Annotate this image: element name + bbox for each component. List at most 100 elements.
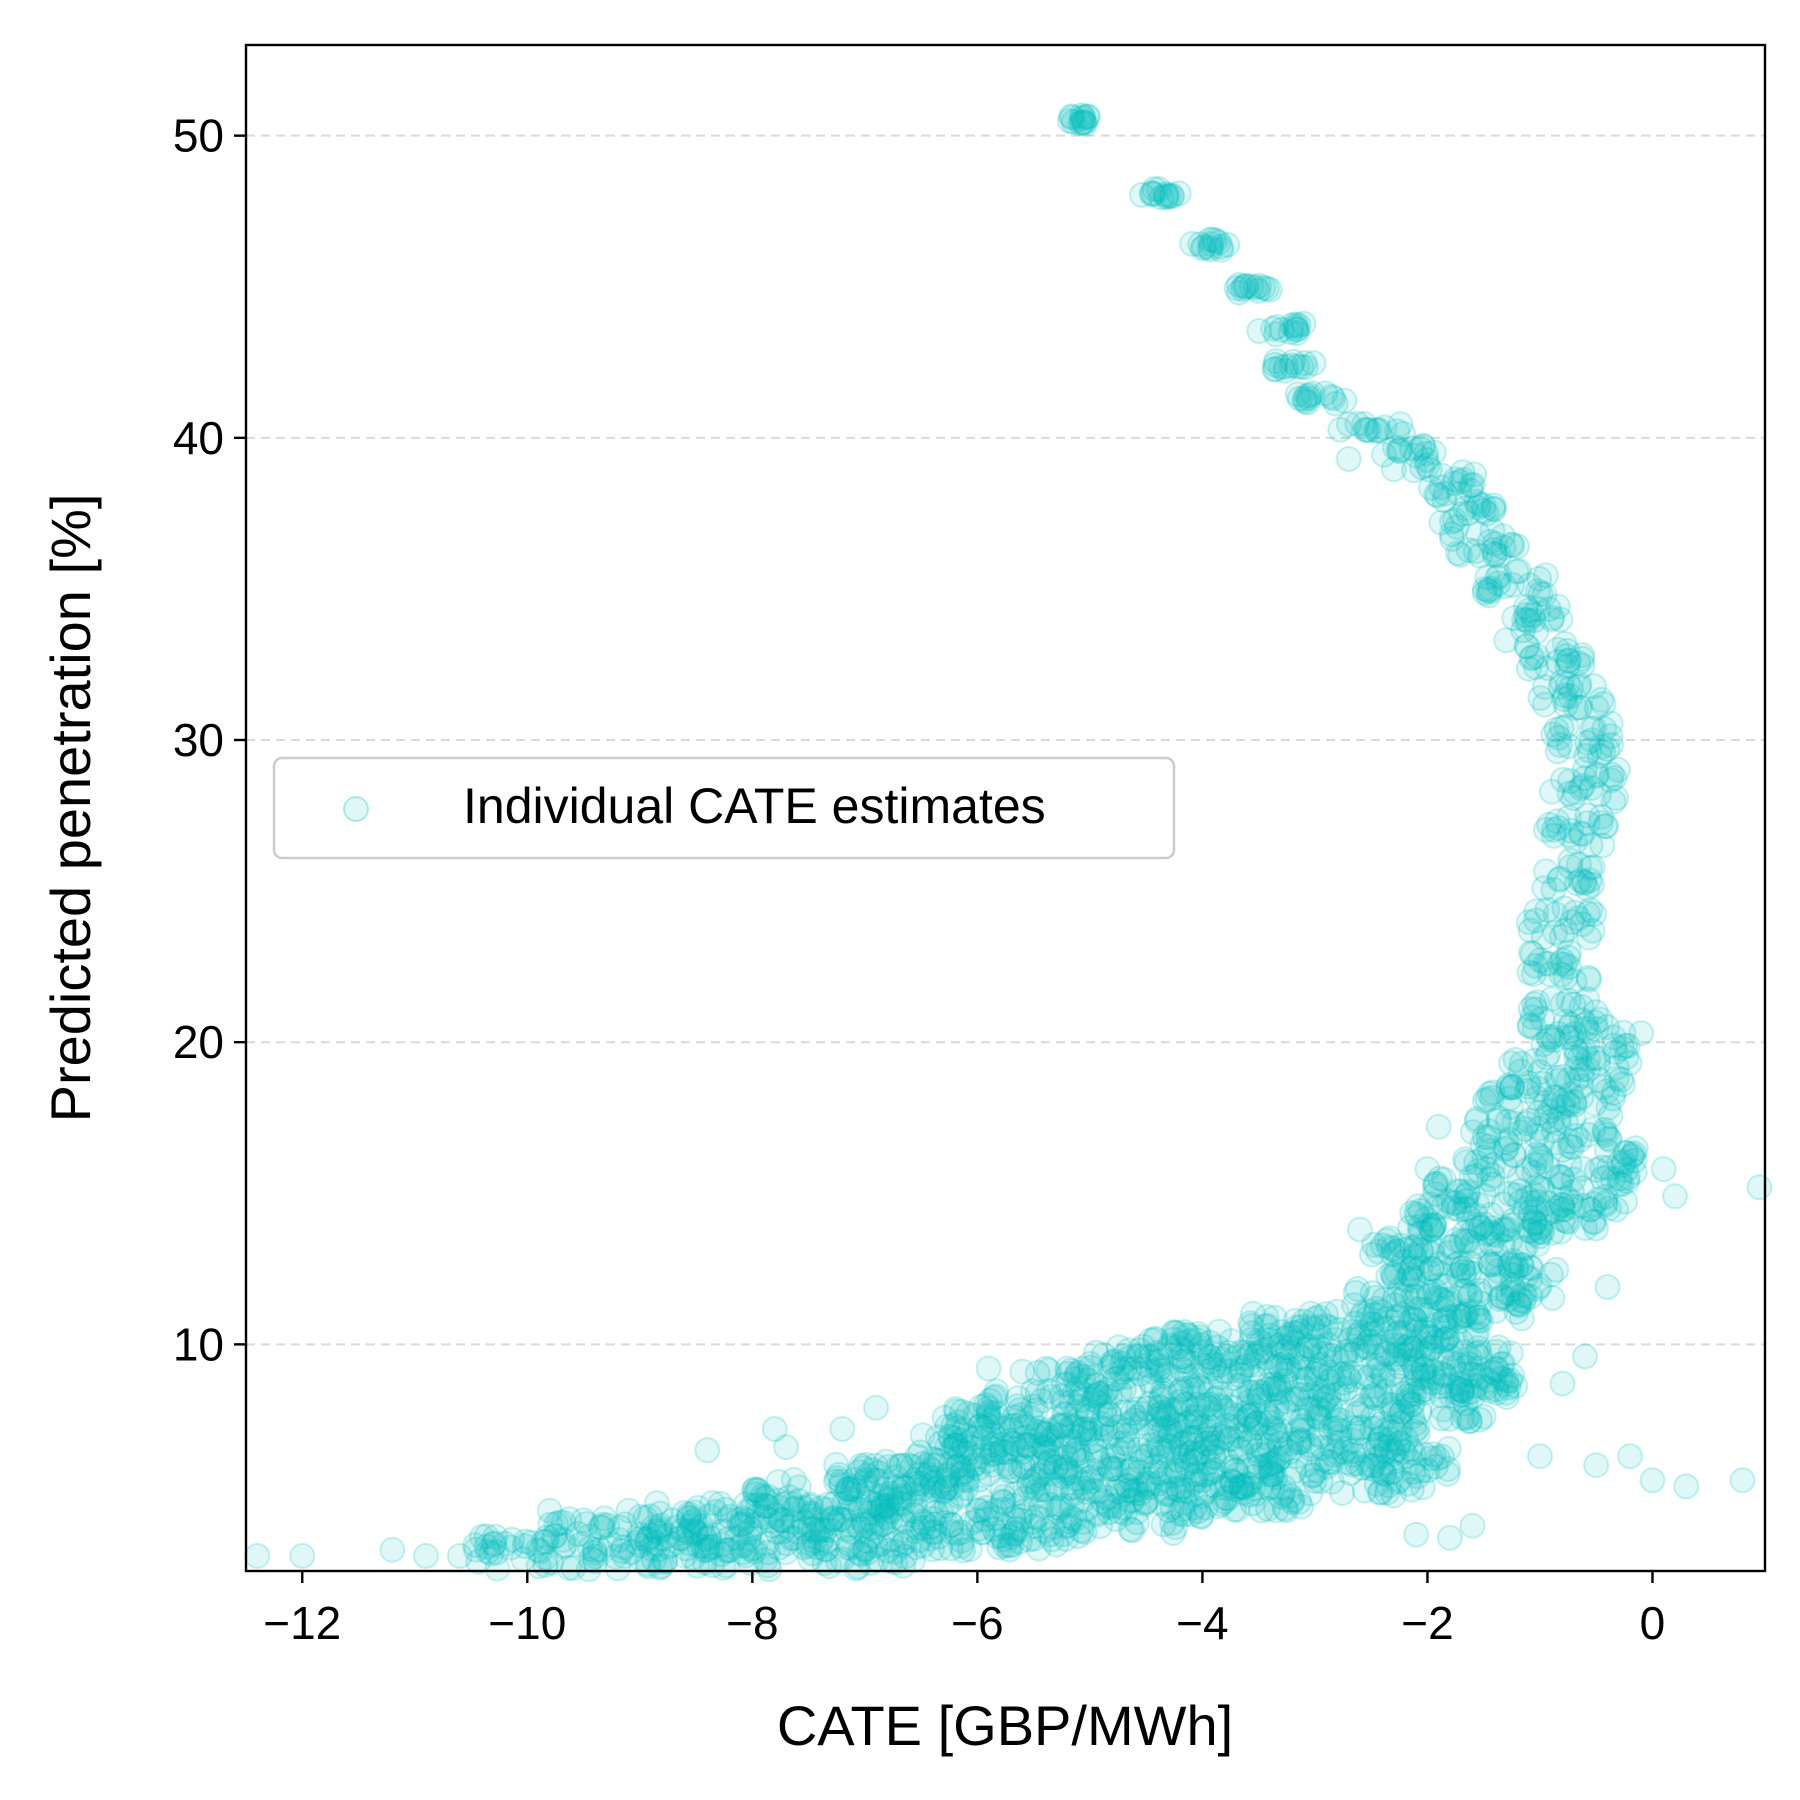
- legend[interactable]: Individual CATE estimates: [272, 756, 1176, 860]
- data-point: [1068, 1387, 1095, 1414]
- data-point: [1508, 1251, 1535, 1278]
- data-point: [1549, 1093, 1576, 1120]
- data-point: [913, 1463, 940, 1490]
- data-point: [1256, 276, 1283, 303]
- data-point: [1383, 1321, 1410, 1348]
- data-point: [1113, 1473, 1140, 1500]
- data-point: [1493, 1367, 1520, 1394]
- data-point: [1387, 1410, 1414, 1437]
- data-point: [1135, 1443, 1162, 1470]
- data-point: [1590, 739, 1617, 766]
- data-point: [1197, 1349, 1224, 1375]
- data-point: [1086, 1478, 1112, 1505]
- data-point: [1439, 1233, 1466, 1260]
- data-point: [1161, 1462, 1188, 1489]
- data-point: [1530, 1070, 1557, 1097]
- data-point: [1337, 1326, 1364, 1353]
- data-point: [1570, 868, 1597, 895]
- data-point: [1050, 1371, 1077, 1398]
- data-point: [960, 1452, 987, 1479]
- data-point: [1319, 1468, 1345, 1495]
- data-point: [1234, 1344, 1261, 1371]
- data-point: [1146, 1393, 1173, 1420]
- data-point: [1178, 1439, 1205, 1466]
- data-point: [1376, 1234, 1402, 1261]
- data-point: [1576, 737, 1603, 764]
- data-point: [1582, 1090, 1608, 1117]
- data-point: [1503, 1298, 1530, 1325]
- data-point: [1523, 898, 1550, 925]
- data-point: [1424, 1445, 1451, 1472]
- data-point: [1371, 1286, 1398, 1313]
- data-point: [1400, 1305, 1427, 1331]
- data-point: [1451, 1301, 1478, 1328]
- data-point: [1452, 1277, 1479, 1304]
- data-point: [1551, 951, 1578, 978]
- data-point: [955, 1400, 982, 1427]
- data-point: [1551, 630, 1578, 657]
- data-point: [834, 1475, 861, 1502]
- data-point: [1467, 542, 1493, 569]
- data-point: [1490, 534, 1517, 561]
- data-point: [1145, 1356, 1172, 1383]
- data-point: [1484, 564, 1511, 591]
- data-point: [1422, 1170, 1449, 1197]
- data-point: [1471, 1087, 1498, 1114]
- data-point: [1386, 438, 1413, 465]
- data-point: [1384, 418, 1411, 445]
- data-point: [1495, 1074, 1522, 1101]
- data-point: [1398, 1391, 1425, 1418]
- data-point: [1252, 1313, 1279, 1340]
- data-point: [833, 1479, 860, 1506]
- data-point: [1529, 1177, 1556, 1203]
- data-point: [1278, 1339, 1305, 1366]
- data-point: [1100, 1444, 1127, 1471]
- data-point: [1489, 1284, 1516, 1310]
- data-point: [1498, 1074, 1525, 1101]
- data-point: [1553, 643, 1579, 669]
- data-point: [1526, 1272, 1553, 1299]
- data-point: [1515, 1107, 1542, 1134]
- data-point: [1076, 1420, 1103, 1447]
- data-point: [1370, 1363, 1397, 1390]
- data-point: [1236, 1402, 1263, 1429]
- data-point: [1148, 1383, 1175, 1410]
- data-point: [1464, 1304, 1491, 1331]
- data-point: [1226, 279, 1253, 306]
- data-point: [1201, 1444, 1228, 1471]
- data-point: [1316, 1393, 1343, 1420]
- data-point: [967, 1393, 994, 1420]
- data-point: [1482, 1272, 1509, 1299]
- data-point: [1288, 1313, 1315, 1340]
- data-point: [1479, 517, 1506, 544]
- data-point: [1392, 1341, 1419, 1368]
- data-point: [1065, 1359, 1091, 1386]
- data-point: [1367, 1424, 1394, 1451]
- data-point: [1592, 1191, 1619, 1218]
- data-point: [1491, 1217, 1518, 1244]
- data-point: [1484, 1250, 1511, 1277]
- data-point: [1521, 1014, 1548, 1041]
- data-point: [1284, 1385, 1311, 1412]
- data-point: [979, 1441, 1006, 1467]
- data-point: [1305, 1314, 1332, 1340]
- data-point: [1176, 1322, 1203, 1349]
- data-point: [1306, 1304, 1332, 1331]
- data-point: [998, 1532, 1025, 1559]
- data-point: [1517, 1254, 1544, 1281]
- data-point: [1276, 1439, 1303, 1465]
- data-point: [1571, 765, 1598, 792]
- data-point: [1616, 1050, 1643, 1077]
- data-point: [1203, 1438, 1230, 1465]
- data-point: [1373, 1316, 1400, 1342]
- data-point: [1510, 617, 1537, 644]
- data-point: [1167, 1388, 1194, 1415]
- data-point: [1459, 1512, 1486, 1539]
- data-point: [841, 1467, 868, 1493]
- data-point: [990, 1415, 1017, 1442]
- data-point: [1418, 1255, 1445, 1282]
- data-point: [1371, 1460, 1397, 1487]
- data-point: [1190, 1339, 1217, 1366]
- data-point: [1169, 1474, 1196, 1501]
- data-point: [1618, 1143, 1645, 1170]
